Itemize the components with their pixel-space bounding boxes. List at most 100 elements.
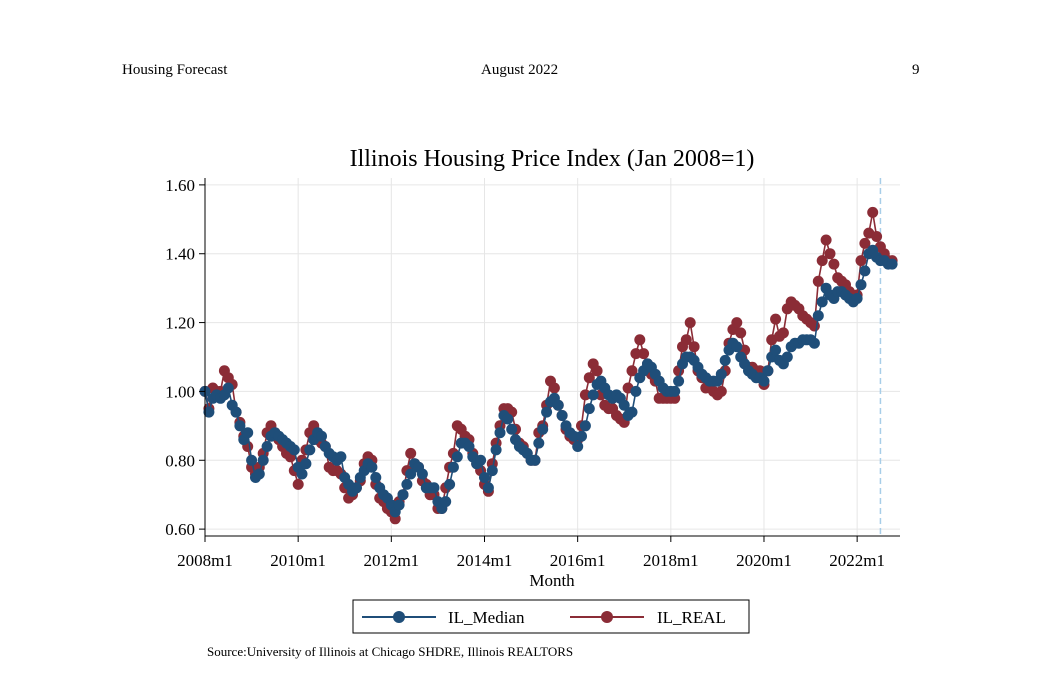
x-tick-label: 2010m1 <box>270 551 326 570</box>
il-real-point-173 <box>871 231 883 242</box>
il-median-point-8 <box>230 406 242 418</box>
series-il-median <box>199 244 898 518</box>
il-median-point-62 <box>440 496 452 508</box>
x-tick-label: 2008m1 <box>177 551 233 570</box>
il-median-point-11 <box>242 427 254 439</box>
il-median-point-15 <box>257 454 269 466</box>
il-median-point-50 <box>393 499 405 511</box>
il-median-point-145 <box>762 365 774 377</box>
y-tick-label: 1.20 <box>165 314 195 333</box>
il-median-point-147 <box>770 344 782 356</box>
il-real-point-169 <box>855 255 867 267</box>
il-median-point-76 <box>494 427 506 439</box>
il-median-point-99 <box>583 403 595 415</box>
il-median-point-25 <box>296 468 308 480</box>
il-real-point-99 <box>583 372 595 384</box>
header-date: August 2022 <box>481 62 559 78</box>
il-median-point-74 <box>486 465 498 477</box>
il-real-point-160 <box>820 234 832 246</box>
il-median-point-86 <box>533 437 545 449</box>
il-median-point-63 <box>444 478 456 490</box>
il-median-point-75 <box>490 444 502 456</box>
il-real-point-149 <box>777 327 789 339</box>
il-median-point-177 <box>886 258 898 270</box>
il-median-point-39 <box>350 482 362 494</box>
il-real-point-170 <box>859 237 871 249</box>
il-median-point-122 <box>673 375 685 387</box>
il-median-point-43 <box>366 461 378 473</box>
il-median-point-170 <box>859 265 871 277</box>
il-real-point-161 <box>824 248 836 260</box>
il-median-point-6 <box>222 382 234 394</box>
x-tick-label: 2022m1 <box>829 551 885 570</box>
x-tick-label: 2012m1 <box>363 551 419 570</box>
il-median-point-96 <box>572 441 584 452</box>
il-real-point-138 <box>735 327 747 339</box>
il-real-point-124 <box>680 334 692 346</box>
x-tick-label: 2020m1 <box>736 551 792 570</box>
il-median-point-100 <box>587 389 599 401</box>
il-real-point-98 <box>579 389 591 401</box>
chart-title: Illinois Housing Price Index (Jan 2008=1… <box>350 146 755 172</box>
x-axis-label: Month <box>529 571 575 590</box>
il-median-point-73 <box>482 482 494 494</box>
il-median-point-108 <box>618 399 630 411</box>
page-number: 9 <box>912 62 920 78</box>
il-median-point-92 <box>556 410 568 421</box>
il-real-point-125 <box>684 317 696 329</box>
il-median-point-64 <box>447 461 459 473</box>
x-tick-label: 2016m1 <box>550 551 606 570</box>
il-median-point-72 <box>479 472 490 483</box>
il-median-point-134 <box>719 354 731 366</box>
il-median-point-65 <box>451 451 463 463</box>
il-median-point-9 <box>234 420 246 432</box>
il-real-point-111 <box>630 348 642 360</box>
il-median-point-44 <box>370 472 382 483</box>
il-median-point-68 <box>463 441 475 452</box>
il-real-point-133 <box>715 385 727 397</box>
il-median-point-159 <box>816 296 828 308</box>
il-median-point-158 <box>812 310 824 322</box>
il-real-line <box>204 212 893 521</box>
il-median-point-91 <box>552 399 564 411</box>
il-median-point-27 <box>304 444 316 456</box>
il-median-point-53 <box>405 468 417 480</box>
source-note: Source:University of Illinois at Chicago… <box>207 644 574 659</box>
il-real-point-162 <box>828 258 840 270</box>
il-real-point-24 <box>292 478 304 490</box>
il-real-point-157 <box>808 320 820 332</box>
y-tick-label: 1.60 <box>165 176 195 195</box>
il-median-point-87 <box>537 423 549 435</box>
il-median-point-14 <box>253 468 265 480</box>
il-median-point-23 <box>288 444 300 456</box>
il-median-point-56 <box>416 468 428 480</box>
header-title: Housing Forecast <box>122 62 228 78</box>
y-tick-label: 1.00 <box>165 382 195 401</box>
y-tick-label: 0.60 <box>165 520 195 539</box>
il-real-point-112 <box>634 334 646 346</box>
il-real-point-110 <box>626 365 638 377</box>
legend-item-il-real: IL_REAL <box>570 608 726 627</box>
il-median-point-121 <box>669 385 681 397</box>
il-median-point-137 <box>731 341 743 353</box>
il-median-point-59 <box>428 482 440 494</box>
il-median-point-52 <box>401 478 413 490</box>
il-median-point-150 <box>781 351 793 363</box>
il-real-point-137 <box>731 317 743 329</box>
il-median-point-168 <box>851 293 863 304</box>
legend-label-il-median: IL_Median <box>448 608 525 627</box>
y-tick-label: 1.40 <box>165 245 195 264</box>
il-real-point-90 <box>548 382 560 394</box>
legend-item-il-median: IL_Median <box>362 608 525 627</box>
il-median-point-133 <box>715 368 727 380</box>
x-tick-label: 2014m1 <box>457 551 513 570</box>
il-median-point-157 <box>808 337 820 349</box>
il-real-point-113 <box>638 348 650 360</box>
il-median-point-88 <box>541 406 553 418</box>
il-median-point-95 <box>568 430 580 442</box>
y-tick-label: 0.80 <box>165 451 195 470</box>
il-median-point-79 <box>506 423 518 435</box>
x-tick-label: 2018m1 <box>643 551 699 570</box>
il-median-point-30 <box>316 430 327 442</box>
il-real-point-158 <box>812 275 824 287</box>
